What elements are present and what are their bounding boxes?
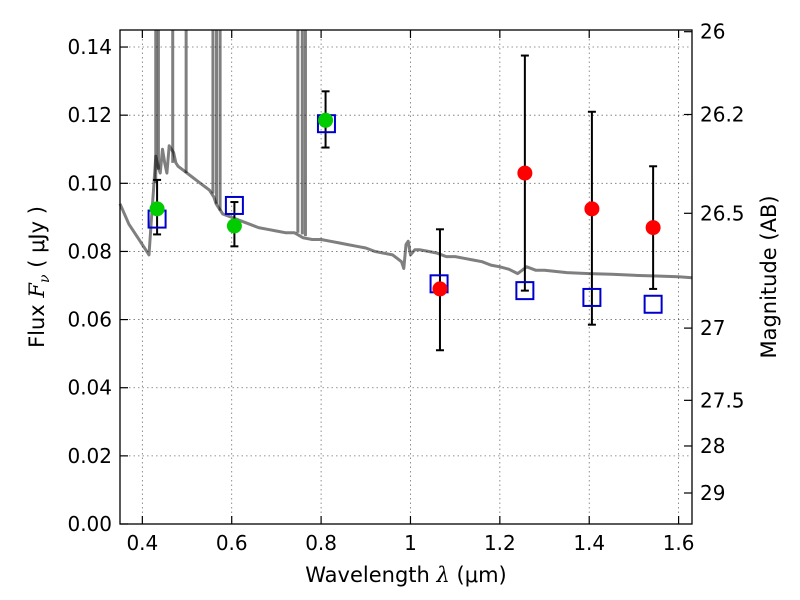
y-tick-label: 0.08: [67, 239, 112, 263]
y-tick-label: 0.12: [67, 103, 112, 127]
x-tick-label: 1.6: [663, 531, 695, 555]
nir-photometry-point: [517, 165, 533, 181]
right-axis-title: Magnitude (AB): [757, 195, 781, 358]
x-tick-label: 0.4: [126, 531, 158, 555]
model-flux-square: [582, 287, 602, 307]
right-tick-label: 28: [700, 434, 725, 458]
optical-photometry-point: [149, 201, 165, 217]
y-tick-label: 0.02: [67, 444, 112, 468]
y-tick-label: 0.10: [67, 171, 112, 195]
model-sed-layer: [118, 30, 693, 280]
y-axis-title: Flux Fν ( μJy ): [25, 206, 53, 348]
x-tick-label: 0.8: [305, 531, 337, 555]
model-flux-square: [224, 195, 244, 215]
x-axis-title: Wavelength λ (μm): [305, 563, 506, 587]
model-flux-square: [515, 281, 535, 301]
y-tick-label: 0.06: [67, 308, 112, 332]
right-tick-label: 26: [700, 20, 725, 44]
right-tick-label: 26.2: [700, 102, 745, 126]
right-tick-label: 26.5: [700, 201, 745, 225]
plot-frame: [119, 29, 693, 525]
right-tick-label: 29: [700, 481, 725, 505]
optical-photometry-point: [226, 218, 242, 234]
y-tick-label: 0.04: [67, 376, 112, 400]
nir-photometry-point: [584, 201, 600, 217]
y-tick-label: 0.00: [67, 512, 112, 536]
x-tick-label: 0.6: [216, 531, 248, 555]
nir-photometry-point: [645, 220, 661, 236]
nir-photometry-point: [432, 281, 448, 297]
y-tick-label: 0.14: [67, 35, 112, 59]
axis-ticks: 0.4 0.6 0.8 1 1.2 1.4 1.6 0.00 0.02 0.04 0.06 0.08 0…: [67, 20, 744, 555]
data-points-layer: [147, 54, 663, 352]
grid-lines: [120, 30, 692, 525]
right-tick-label: 27: [700, 316, 725, 340]
model-flux-square: [643, 294, 663, 314]
x-tick-label: 1: [404, 531, 417, 555]
model-sed-line: [118, 144, 693, 280]
x-tick-label: 1.4: [573, 531, 605, 555]
x-tick-label: 1.2: [484, 531, 516, 555]
right-tick-label: 27.5: [700, 388, 745, 412]
optical-photometry-point: [318, 112, 334, 128]
